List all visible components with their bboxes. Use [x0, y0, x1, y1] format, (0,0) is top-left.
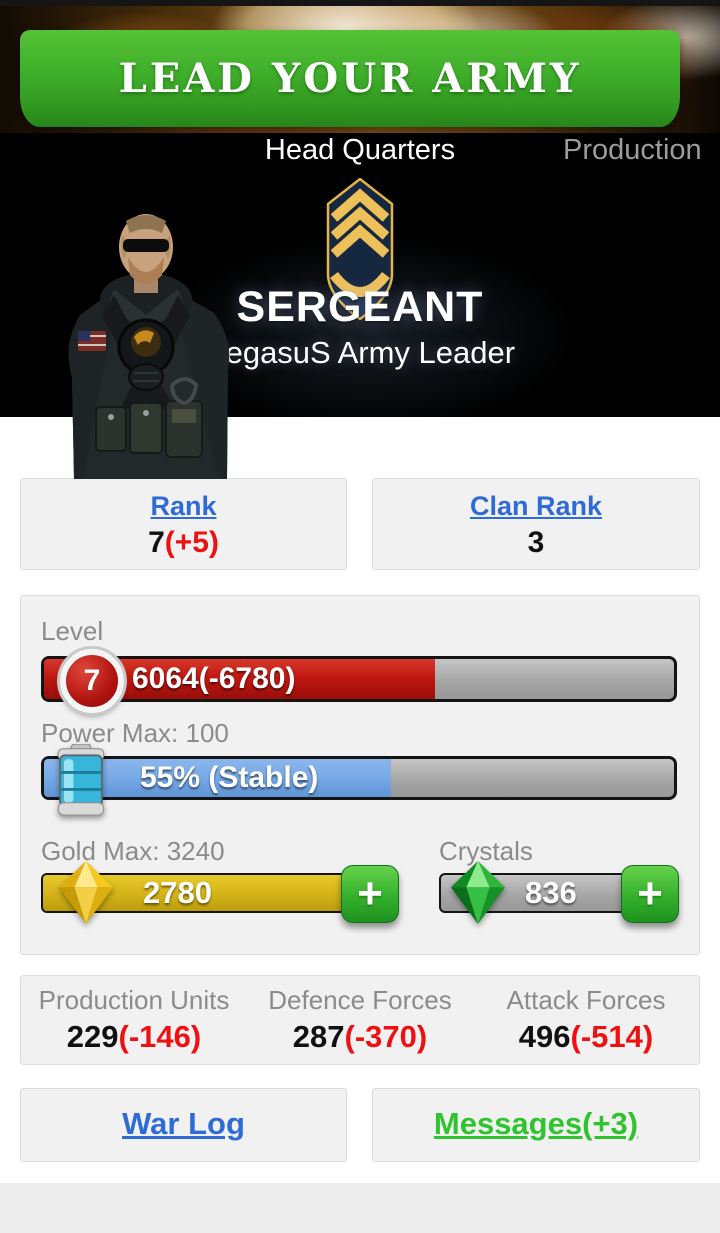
- level-progress-text: 6064(-6780): [132, 662, 296, 695]
- stat-number: 496: [518, 1019, 571, 1054]
- stat-number: 287: [292, 1019, 345, 1054]
- level-badge: 7: [60, 649, 124, 713]
- stat-delta: (-370): [344, 1019, 428, 1054]
- war-log-card: War Log: [20, 1088, 347, 1162]
- gold-gem-icon: [58, 861, 114, 924]
- power-progress-bar: 55% (Stable): [41, 744, 677, 816]
- crystal-gem-icon: [450, 861, 506, 924]
- messages-link[interactable]: Messages(+3): [433, 1106, 639, 1141]
- stat-label: Attack Forces: [506, 985, 666, 1015]
- stat-label: Defence Forces: [268, 985, 452, 1015]
- level-label: Level: [41, 616, 104, 646]
- rank-number: 7: [148, 526, 165, 559]
- rank-card: Rank 7(+5): [20, 478, 347, 570]
- crystals-value: 836: [525, 875, 577, 910]
- gold-value: 2780: [143, 875, 212, 910]
- soldier-portrait-image: [68, 214, 230, 479]
- power-progress-text: 55% (Stable): [140, 761, 319, 794]
- battery-icon: [57, 744, 105, 816]
- messages-card: Messages(+3): [372, 1088, 700, 1162]
- stat-production-units: Production Units 229(-146): [21, 985, 247, 1055]
- stat-number: 229: [66, 1019, 119, 1054]
- level-progress-bar: 7 6064(-6780): [41, 649, 677, 713]
- tab-production[interactable]: Production: [563, 134, 702, 166]
- title-ribbon: LEAD YOUR ARMY: [20, 30, 680, 127]
- add-gold-button[interactable]: +: [341, 865, 399, 923]
- gold-resource-bar: 2780 +: [41, 861, 399, 924]
- stat-value: 287(-370): [247, 1019, 473, 1055]
- stat-value: 496(-514): [473, 1019, 699, 1055]
- rank-link[interactable]: Rank: [150, 491, 217, 521]
- stat-defence-forces: Defence Forces 287(-370): [247, 985, 473, 1055]
- army-leader-subtitle: PegasuS Army Leader: [204, 335, 516, 370]
- gold-label: Gold Max: 3240: [41, 836, 225, 866]
- add-crystals-button[interactable]: +: [621, 865, 679, 923]
- stat-label: Production Units: [38, 985, 230, 1015]
- clan-rank-link[interactable]: Clan Rank: [469, 491, 603, 521]
- rank-title: SERGEANT: [236, 283, 484, 331]
- rank-value: 7(+5): [21, 526, 346, 560]
- crystals-label: Crystals: [439, 836, 533, 866]
- staff-sergeant-insignia-icon: [326, 178, 394, 320]
- crystals-resource-bar: 836 +: [439, 861, 679, 924]
- stat-delta: (-514): [570, 1019, 654, 1054]
- resources-panel: Level 7 6064(-6780) Power Max: 100 55% (…: [20, 595, 700, 955]
- footer-bar: [0, 1183, 720, 1233]
- stat-attack-forces: Attack Forces 496(-514): [473, 985, 699, 1055]
- app-title: LEAD YOUR ARMY: [118, 55, 582, 102]
- tab-head-quarters[interactable]: Head Quarters: [264, 134, 456, 166]
- clan-rank-card: Clan Rank 3: [372, 478, 700, 570]
- war-log-link[interactable]: War Log: [122, 1106, 245, 1141]
- rank-delta: (+5): [164, 526, 219, 559]
- stat-delta: (-146): [118, 1019, 202, 1054]
- power-label: Power Max: 100: [41, 718, 229, 748]
- stat-value: 229(-146): [21, 1019, 247, 1055]
- forces-stats-card: Production Units 229(-146) Defence Force…: [20, 975, 700, 1065]
- status-bar: [0, 0, 720, 6]
- clan-rank-value: 3: [527, 526, 545, 559]
